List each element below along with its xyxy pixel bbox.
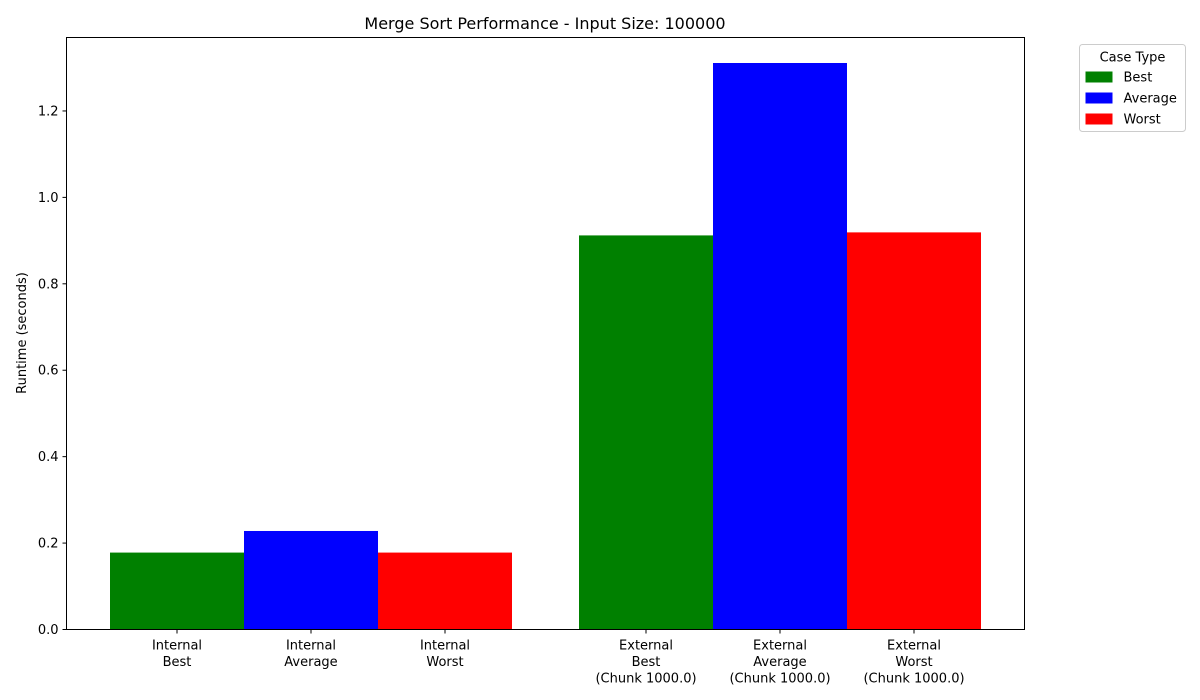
x-tick-label-5: External Worst (Chunk 1000.0) <box>863 639 964 687</box>
chart-title: Merge Sort Performance - Input Size: 100… <box>364 14 725 33</box>
legend-swatch-best <box>1085 71 1113 83</box>
legend-label-best: Best <box>1124 71 1153 86</box>
bars-layer <box>110 62 981 630</box>
y-tick-label-6: 1.2 <box>38 104 59 119</box>
x-tick-label-3: External Best (Chunk 1000.0) <box>595 639 696 687</box>
bar-0 <box>110 552 244 630</box>
x-axis: Internal Best Internal Average Internal Worst… <box>152 629 965 687</box>
x-tick-label-0: Internal Best <box>152 639 202 671</box>
x-tick-label-4: External Average (Chunk 1000.0) <box>729 639 830 687</box>
legend-label-worst: Worst <box>1124 113 1161 128</box>
legend-swatch-worst <box>1085 113 1113 125</box>
bar-4 <box>713 62 847 630</box>
bar-5 <box>847 232 981 630</box>
y-tick-label-5: 1.0 <box>38 191 59 206</box>
bar-2 <box>378 552 512 630</box>
legend-title: Case Type <box>1100 51 1166 66</box>
plot-frame <box>66 37 1025 630</box>
y-tick-label-0: 0.0 <box>38 623 59 638</box>
bar-1 <box>244 530 378 630</box>
y-axis-label: Runtime (seconds) <box>15 272 30 394</box>
y-tick-label-2: 0.4 <box>38 450 59 465</box>
y-tick-label-1: 0.2 <box>38 537 59 552</box>
y-tick-label-4: 0.8 <box>38 277 59 292</box>
legend-label-average: Average <box>1124 92 1177 107</box>
legend-frame <box>1079 44 1186 132</box>
x-tick-label-2: Internal Worst <box>420 639 470 671</box>
y-axis: 0.0 0.2 0.4 0.6 0.8 1.0 1.2 <box>38 104 67 638</box>
bar-3 <box>579 235 713 630</box>
x-tick-label-1: Internal Average <box>284 639 337 671</box>
legend-swatch-average <box>1085 92 1113 104</box>
y-tick-label-3: 0.6 <box>38 364 59 379</box>
legend: Case Type Best Average Worst <box>1079 44 1186 132</box>
